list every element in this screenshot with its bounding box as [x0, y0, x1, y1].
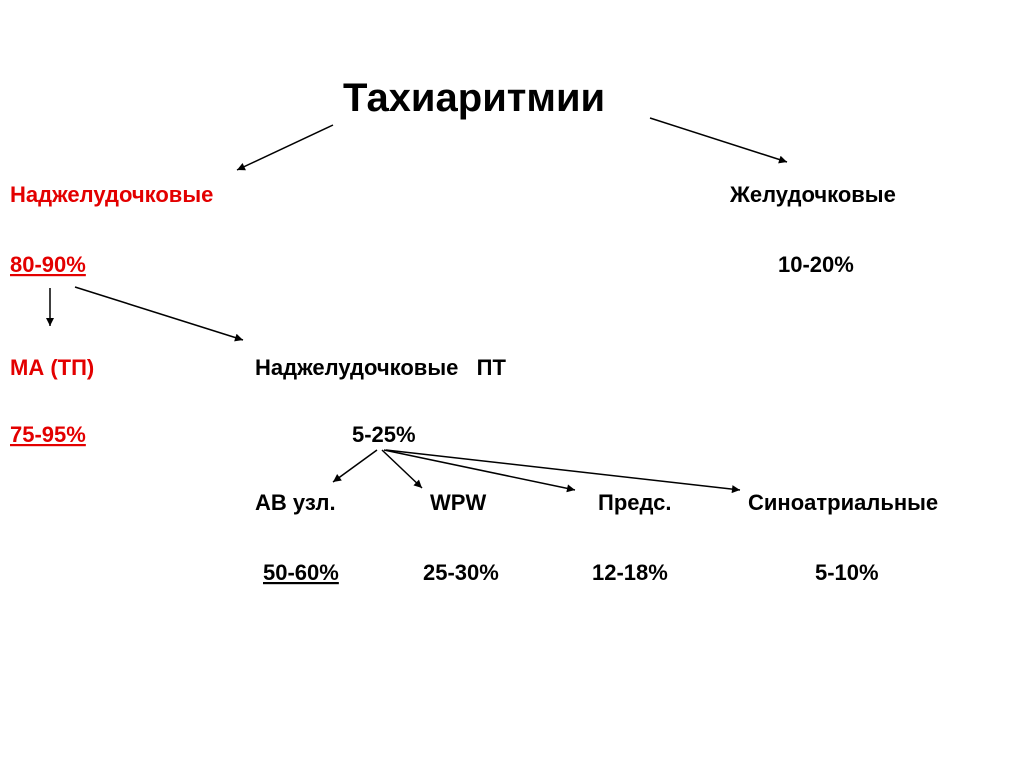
node-share: 5-25%: [352, 422, 416, 447]
node-share: 12-18%: [592, 560, 668, 585]
arrow: [236, 124, 334, 171]
node-share: 75-95%: [10, 422, 86, 447]
node-share: 25-30%: [423, 560, 499, 585]
arrow: [649, 117, 788, 164]
arrow: [381, 449, 423, 489]
node-label: АВ узл.: [255, 490, 336, 515]
node-label: Наджелудочковые: [10, 182, 213, 207]
node-label: Синоатриальные: [748, 490, 938, 515]
title: Тахиаритмии: [343, 76, 605, 120]
node-share: 10-20%: [778, 252, 854, 277]
node-label: МА (ТП): [10, 355, 94, 380]
node-share: 50-60%: [263, 560, 339, 585]
arrow: [74, 286, 244, 342]
arrow: [332, 449, 378, 483]
node-label: Предс.: [598, 490, 672, 515]
arrow: [385, 449, 741, 494]
node-label: WPW: [430, 490, 486, 515]
node-label: Желудочковые: [729, 182, 896, 207]
node-share: 5-10%: [815, 560, 879, 585]
node-share: 80-90%: [10, 252, 86, 277]
arrows: [46, 117, 788, 494]
node-label: Наджелудочковые ПТ: [255, 355, 506, 380]
arrow: [383, 449, 576, 493]
